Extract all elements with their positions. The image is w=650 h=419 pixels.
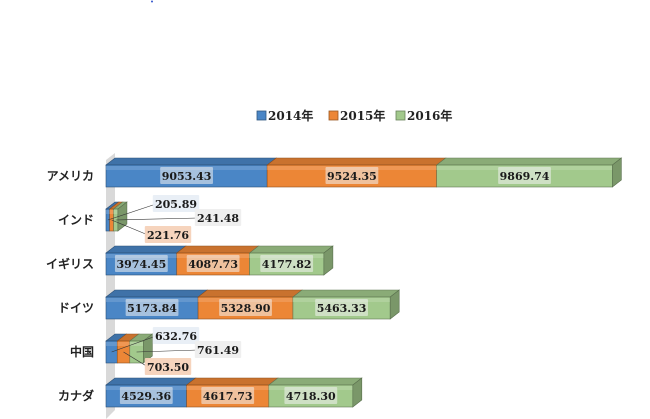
bar-end-face [352,377,363,408]
svg-text:5328.90: 5328.90 [221,302,271,315]
value-label: 4718.30 [284,387,338,404]
category-label: ドイツ [58,301,94,315]
value-label: 761.49 [194,341,242,358]
value-label: 5328.90 [219,299,272,316]
category-label: 中国 [70,344,94,359]
svg-text:221.76: 221.76 [147,229,189,242]
svg-text:9524.35: 9524.35 [327,170,377,183]
svg-text:4529.36: 4529.36 [121,390,171,403]
category-label: アメリカ [47,169,94,183]
value-label: 4177.82 [260,255,314,272]
value-label: 9869.74 [498,167,551,184]
value-label: 5463.33 [315,299,368,316]
svg-text:4177.82: 4177.82 [262,258,312,271]
svg-text:241.48: 241.48 [197,212,239,225]
category-label: カナダ [58,388,94,403]
svg-text:4718.30: 4718.30 [286,390,336,403]
bar-end-face [612,157,622,188]
svg-text:632.76: 632.76 [155,330,197,343]
svg-text:5173.84: 5173.84 [127,302,177,315]
category-label: インド [58,213,94,227]
svg-text:3974.45: 3974.45 [116,258,166,271]
legend-swatch [328,110,339,121]
legend-swatch [395,110,406,121]
value-label: 703.50 [144,358,192,375]
value-label: 4617.73 [201,387,255,404]
svg-text:761.49: 761.49 [197,344,239,357]
legend-label: 2014年 [268,108,313,123]
value-label: 205.89 [152,195,200,212]
value-label: 632.76 [152,327,200,344]
value-label: 4087.73 [186,255,240,272]
leader-line [136,349,199,353]
leader-line [111,219,149,236]
value-label: 9524.35 [325,167,379,184]
bar-end-face [143,333,153,364]
leader-line [123,351,149,368]
leader-line [107,203,157,221]
svg-text:5463.33: 5463.33 [317,302,367,315]
bar-end-face [389,289,400,320]
value-label: 4529.36 [119,387,173,404]
legend-item: 2015年 [328,108,385,123]
svg-text:4087.73: 4087.73 [188,258,238,271]
legend-item: 2014年 [256,108,313,123]
legend-swatch [256,110,267,121]
top-dot [151,0,153,3]
value-label: 5173.84 [125,299,179,316]
value-label: 9053.43 [160,167,213,184]
leader-line [111,335,157,353]
svg-text:4617.73: 4617.73 [203,390,253,403]
value-label: 221.76 [144,226,192,243]
legend-label: 2015年 [340,108,385,123]
category-label: イギリス [46,256,94,271]
svg-text:205.89: 205.89 [155,198,197,211]
legend-item: 2016年 [395,108,452,123]
svg-text:9053.43: 9053.43 [162,170,212,183]
leader-line [115,217,199,221]
svg-text:703.50: 703.50 [147,361,189,374]
bar-end-face [323,245,334,276]
legend-label: 2016年 [407,108,452,123]
value-label: 3974.45 [114,255,168,272]
svg-text:9869.74: 9869.74 [500,170,550,183]
value-label: 241.48 [194,209,242,226]
